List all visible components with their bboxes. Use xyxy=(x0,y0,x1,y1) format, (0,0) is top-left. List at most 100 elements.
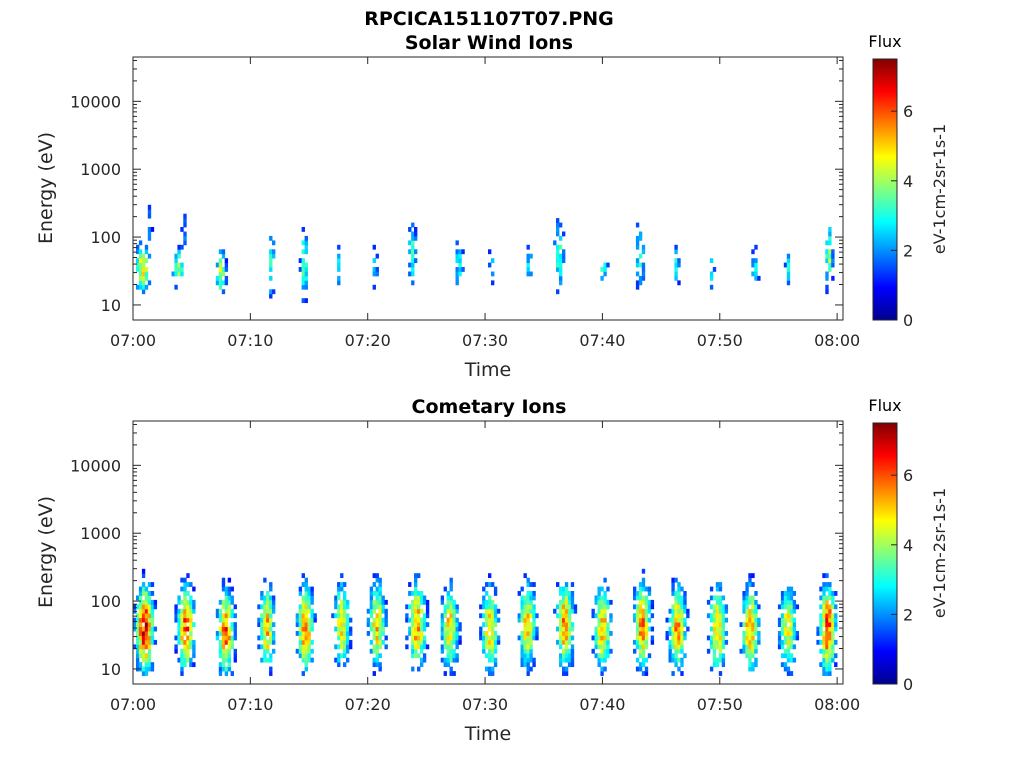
heatmap-cell xyxy=(411,244,415,250)
heatmap-cell xyxy=(138,639,143,645)
heatmap-cell xyxy=(526,253,530,259)
heatmap-cell xyxy=(532,582,536,587)
heatmap-cell xyxy=(221,662,226,668)
heatmap-cell xyxy=(141,573,146,579)
heatmap-cell xyxy=(641,586,646,592)
heatmap-cell xyxy=(754,608,758,614)
heatmap-cell xyxy=(343,599,347,605)
heatmap-cell xyxy=(420,644,424,650)
heatmap-cell xyxy=(304,271,308,277)
heatmap-cell xyxy=(138,648,143,654)
heatmap-cell xyxy=(218,617,223,623)
heatmap-cell xyxy=(668,631,672,636)
heatmap-cell xyxy=(834,662,838,668)
heatmap-cell xyxy=(269,275,273,281)
heatmap-cell xyxy=(479,635,483,641)
heatmap-cell xyxy=(674,604,678,610)
heatmap-cell xyxy=(260,622,264,628)
heatmap-cell xyxy=(334,595,338,601)
heatmap-cell xyxy=(834,604,838,610)
heatmap-cell xyxy=(269,626,273,632)
heatmap-cell xyxy=(638,262,643,268)
heatmap-cell xyxy=(680,639,684,645)
heatmap-cell xyxy=(562,253,566,259)
heatmap-cell xyxy=(366,617,371,623)
heatmap-cell xyxy=(556,582,560,587)
heatmap-cell xyxy=(147,235,152,241)
heatmap-cell xyxy=(650,599,655,605)
heatmap-cell xyxy=(378,586,382,592)
heatmap-cell xyxy=(825,635,829,641)
heatmap-cell xyxy=(136,653,140,659)
heatmap-cell xyxy=(136,631,140,636)
heatmap-cell xyxy=(777,639,782,645)
heatmap-cell xyxy=(573,608,578,614)
heatmap-cell xyxy=(417,599,421,605)
heatmap-cell xyxy=(263,639,267,645)
heatmap-cell xyxy=(224,586,229,592)
heatmap-cell xyxy=(138,253,143,259)
heatmap-cell xyxy=(680,595,684,601)
heatmap-cell xyxy=(831,635,835,641)
heatmap-cell xyxy=(301,626,305,632)
heatmap-cell xyxy=(754,626,758,632)
heatmap-cell xyxy=(449,631,453,636)
heatmap-cell xyxy=(488,573,492,579)
heatmap-cell xyxy=(529,631,533,636)
heatmap-cell xyxy=(677,617,681,623)
heatmap-cell xyxy=(562,653,566,659)
heatmap-cell xyxy=(523,617,527,623)
heatmap-cell xyxy=(638,280,643,286)
heatmap-cell xyxy=(369,622,374,628)
heatmap-cell xyxy=(674,622,678,628)
heatmap-cell xyxy=(144,639,149,645)
heatmap-cell xyxy=(789,586,794,592)
heatmap-cell xyxy=(183,577,187,583)
heatmap-cell xyxy=(458,635,462,641)
heatmap-cell xyxy=(215,280,220,286)
heatmap-cell xyxy=(644,604,649,610)
heatmap-cell xyxy=(144,631,149,636)
heatmap-cell xyxy=(440,644,445,650)
heatmap-cell xyxy=(671,653,675,659)
heatmap-cell xyxy=(337,635,341,641)
heatmap-cell xyxy=(378,631,382,636)
heatmap-cell xyxy=(493,617,498,623)
heatmap-cell xyxy=(748,617,752,623)
heatmap-cell xyxy=(523,573,527,579)
heatmap-cell xyxy=(372,626,376,632)
heatmap-cell xyxy=(266,657,270,663)
heatmap-cell xyxy=(150,227,155,232)
heatmap-cell xyxy=(138,271,143,277)
heatmap-cell xyxy=(526,244,530,250)
heatmap-cell xyxy=(600,666,604,672)
heatmap-cell xyxy=(144,666,149,672)
heatmap-cell xyxy=(671,657,675,663)
heatmap-cell xyxy=(141,644,146,650)
heatmap-cell xyxy=(603,613,607,619)
heatmap-cell xyxy=(343,582,347,587)
heatmap-cell xyxy=(301,271,305,277)
heatmap-cell xyxy=(340,613,344,619)
heatmap-cell xyxy=(683,604,687,610)
heatmap-cell xyxy=(307,599,311,605)
heatmap-cell xyxy=(218,666,223,672)
heatmap-cell xyxy=(369,591,374,596)
heatmap-cell xyxy=(523,631,527,636)
heatmap-cell xyxy=(718,613,723,619)
heatmap-cell xyxy=(230,599,234,605)
heatmap-cell xyxy=(706,635,711,641)
heatmap-cell xyxy=(381,626,385,632)
heatmap-cell xyxy=(138,258,143,264)
heatmap-cell xyxy=(786,648,791,654)
heatmap-cell xyxy=(138,586,143,592)
heatmap-cell xyxy=(340,573,344,579)
heatmap-cell xyxy=(786,666,791,672)
heatmap-cell xyxy=(570,622,575,628)
heatmap-cell xyxy=(789,639,794,645)
heatmap-cell xyxy=(233,657,237,663)
heatmap-cell xyxy=(458,622,462,628)
heatmap-cell xyxy=(301,671,305,676)
heatmap-cell xyxy=(425,604,430,610)
heatmap-cell xyxy=(493,608,498,614)
